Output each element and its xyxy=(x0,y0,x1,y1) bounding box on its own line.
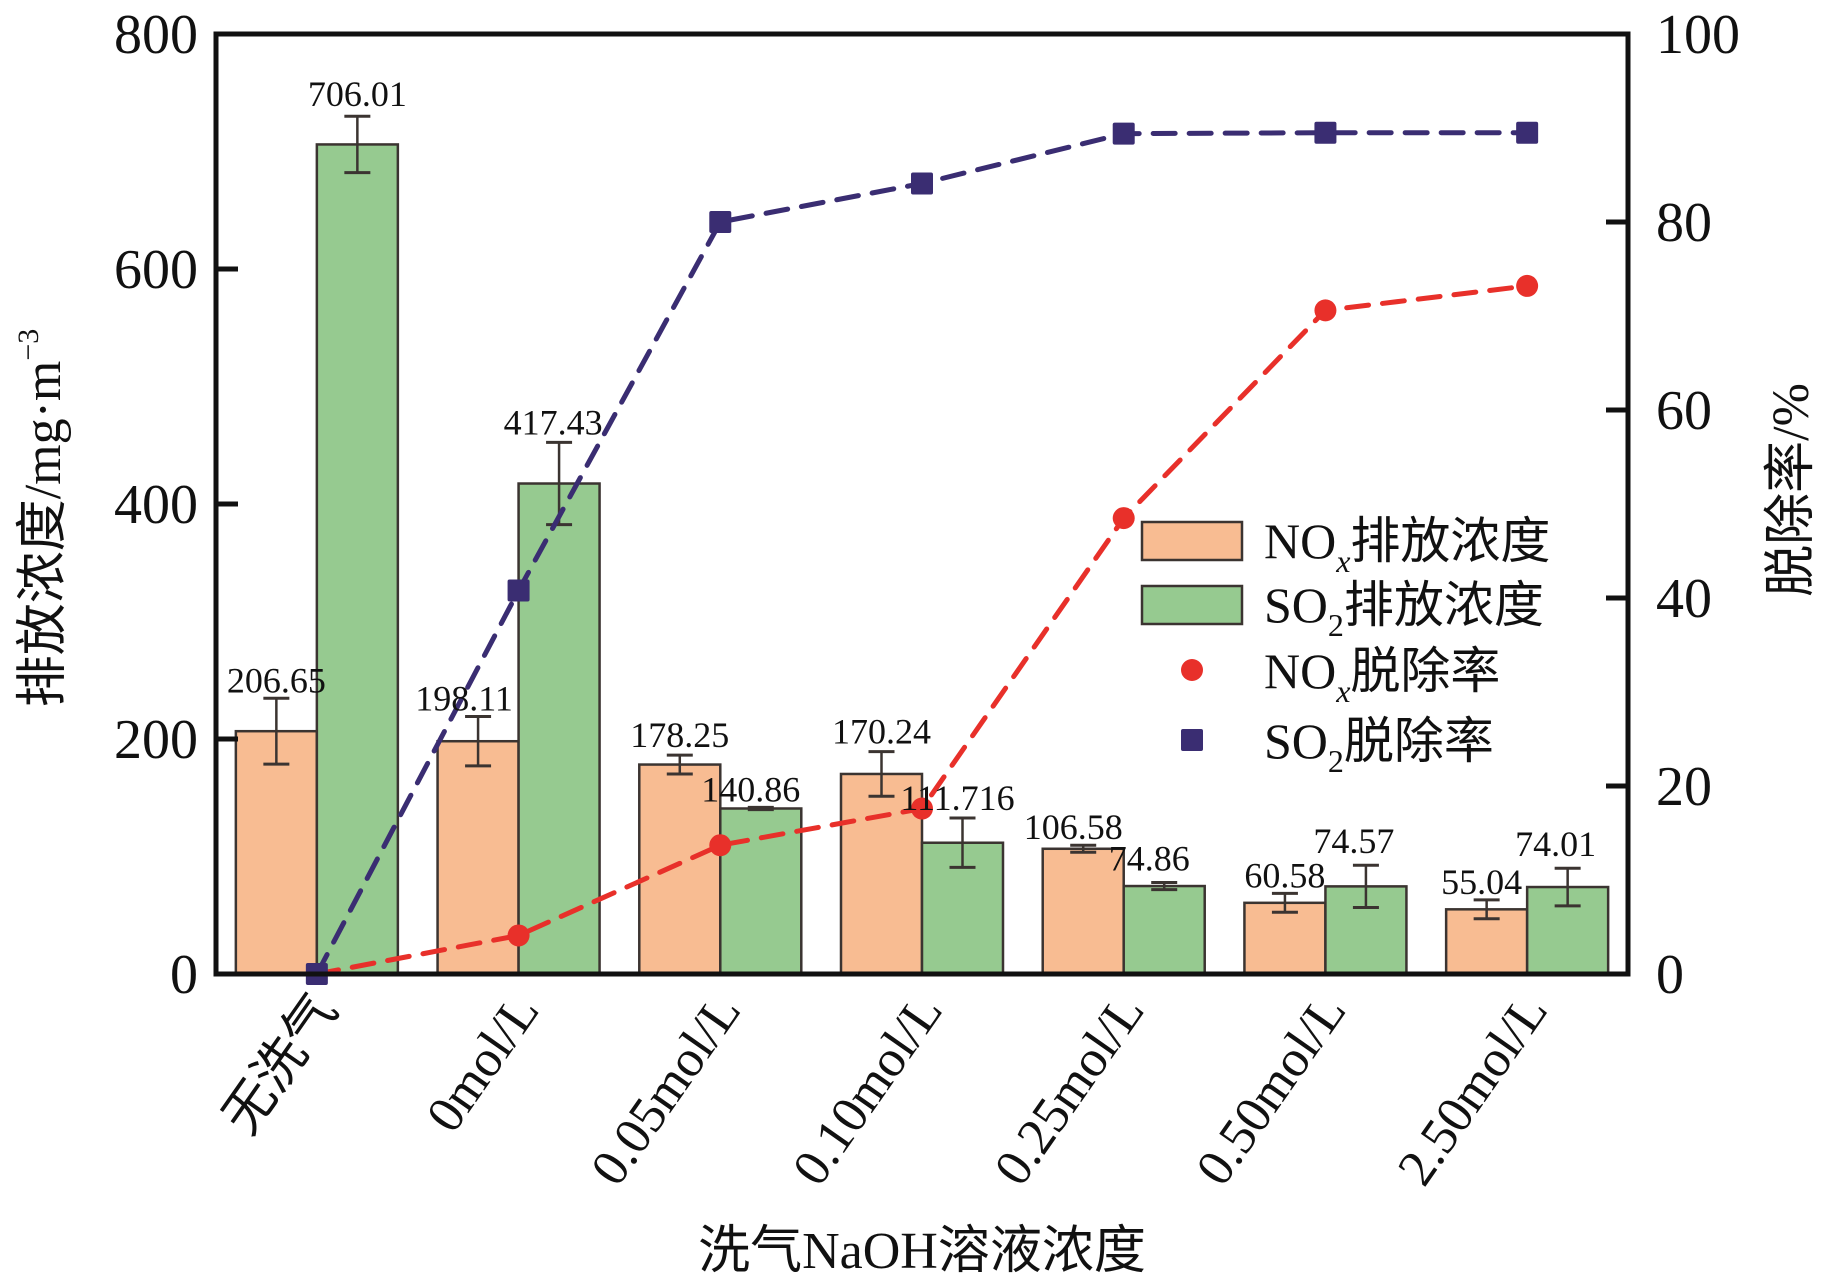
bar-value-label: 178.25 xyxy=(630,715,729,755)
y-axis-title-superscript: −3 xyxy=(12,329,45,361)
bar-nox-0 xyxy=(234,729,319,976)
legend-label: SO2排放浓度 xyxy=(1264,577,1544,643)
legend-swatch xyxy=(1140,584,1244,626)
y2-tick-label: 60 xyxy=(1656,380,1712,442)
marker-nox-removal-3 xyxy=(911,797,933,820)
bar-value-label: 111.716 xyxy=(900,778,1014,818)
error-bar xyxy=(868,750,895,798)
bar-value-label: 198.11 xyxy=(415,679,513,719)
legend-label: NOx脱除率 xyxy=(1264,643,1500,709)
bar-value-label: 55.04 xyxy=(1441,862,1522,902)
y-tick-label: 800 xyxy=(114,4,198,66)
bar-so2-0 xyxy=(315,143,400,976)
lines-layer xyxy=(305,121,1539,985)
marker-so2-removal-1 xyxy=(507,579,530,602)
y2-axis-title-text: 脱除率/% xyxy=(1763,383,1820,597)
x-tick-label: 0.05mol/L xyxy=(580,984,752,1195)
bar-value-label: 74.57 xyxy=(1313,821,1394,861)
marker-nox-removal-2 xyxy=(709,834,732,857)
bar-labels-layer: 206.65 198.11 178.25 170.24 106.58 60.58 55.04… xyxy=(227,74,1596,902)
error-bar xyxy=(344,114,371,175)
marker-so2-removal-4 xyxy=(1112,122,1135,145)
legend-item: SO2排放浓度 xyxy=(1140,577,1544,643)
bar-value-label: 74.01 xyxy=(1515,824,1596,864)
legend-swatch xyxy=(1140,520,1244,562)
legend-item: SO2脱除率 xyxy=(1181,713,1494,779)
error-bar xyxy=(263,696,290,766)
bar-value-label: 417.43 xyxy=(504,402,603,442)
bar-value-label: 106.58 xyxy=(1024,807,1123,847)
marker-nox-removal-5 xyxy=(1314,299,1337,322)
x-tick-label: 2.50mol/L xyxy=(1387,984,1559,1195)
x-axis-title: 洗气NaOH溶液浓度 xyxy=(698,1223,1146,1280)
y-axis-title: 排放浓度/mg·m−3 xyxy=(12,329,72,708)
error-bar xyxy=(1070,843,1097,854)
y2-axis-title: 脱除率/% xyxy=(1763,383,1820,597)
marker-so2-removal-3 xyxy=(911,172,933,195)
bar-value-label: 74.86 xyxy=(1109,839,1190,879)
x-tick-label: 0.50mol/L xyxy=(1185,984,1357,1195)
x-tick-label: 0mol/L xyxy=(416,984,551,1142)
legend-marker-square xyxy=(1181,729,1203,751)
y-tick-label: 200 xyxy=(114,709,198,771)
bar-value-label: 60.58 xyxy=(1244,855,1325,895)
marker-so2-removal-5 xyxy=(1314,121,1337,144)
bar-value-label: 706.01 xyxy=(308,74,407,114)
x-tick-label: 0.25mol/L xyxy=(984,984,1156,1195)
y-tick-label: 0 xyxy=(170,944,198,1006)
y2-tick-label: 40 xyxy=(1656,568,1712,630)
error-bar xyxy=(747,805,774,812)
legend-marker-circle xyxy=(1181,659,1203,681)
legend-label: SO2脱除率 xyxy=(1264,713,1494,779)
y-tick-label: 400 xyxy=(114,474,198,536)
y2-tick-label: 20 xyxy=(1656,756,1712,818)
bar-value-label: 206.65 xyxy=(227,660,326,700)
error-bar xyxy=(666,753,693,776)
y2-tick-label: 100 xyxy=(1656,4,1740,66)
marker-so2-removal-6 xyxy=(1516,121,1539,144)
bars-layer xyxy=(234,114,1610,976)
y2-tick-label: 80 xyxy=(1656,192,1712,254)
error-bar xyxy=(546,440,573,527)
bar-so2-4 xyxy=(1122,884,1206,976)
marker-so2-removal-2 xyxy=(709,211,732,233)
legend-item: NOx排放浓度 xyxy=(1140,513,1550,579)
x-tick-label: 无洗气 xyxy=(213,984,349,1144)
marker-nox-removal-1 xyxy=(507,924,530,947)
y-axis-title-text: 排放浓度/mg·m xyxy=(15,361,72,708)
error-bar xyxy=(1473,898,1500,921)
marker-nox-removal-4 xyxy=(1112,507,1135,530)
marker-nox-removal-6 xyxy=(1516,274,1539,297)
x-tick-label: 0.10mol/L xyxy=(782,984,954,1195)
error-bar xyxy=(1352,863,1379,910)
legend-item: NOx脱除率 xyxy=(1181,643,1500,709)
error-bar xyxy=(465,715,492,768)
bar-value-label: 140.86 xyxy=(701,769,800,809)
error-bar xyxy=(949,816,976,869)
svg-text:排放浓度/mg·m−3: 排放浓度/mg·m−3 xyxy=(12,329,72,708)
error-bar xyxy=(1151,881,1178,892)
bar-value-label: 170.24 xyxy=(832,712,931,752)
bar-so2-1 xyxy=(517,482,601,976)
legend-label: NOx排放浓度 xyxy=(1264,513,1550,579)
y2-tick-label: 0 xyxy=(1656,944,1684,1006)
error-bar xyxy=(1271,891,1298,914)
y-tick-label: 600 xyxy=(114,239,198,301)
error-bar xyxy=(1554,866,1581,908)
bar-so2-2 xyxy=(719,807,803,976)
